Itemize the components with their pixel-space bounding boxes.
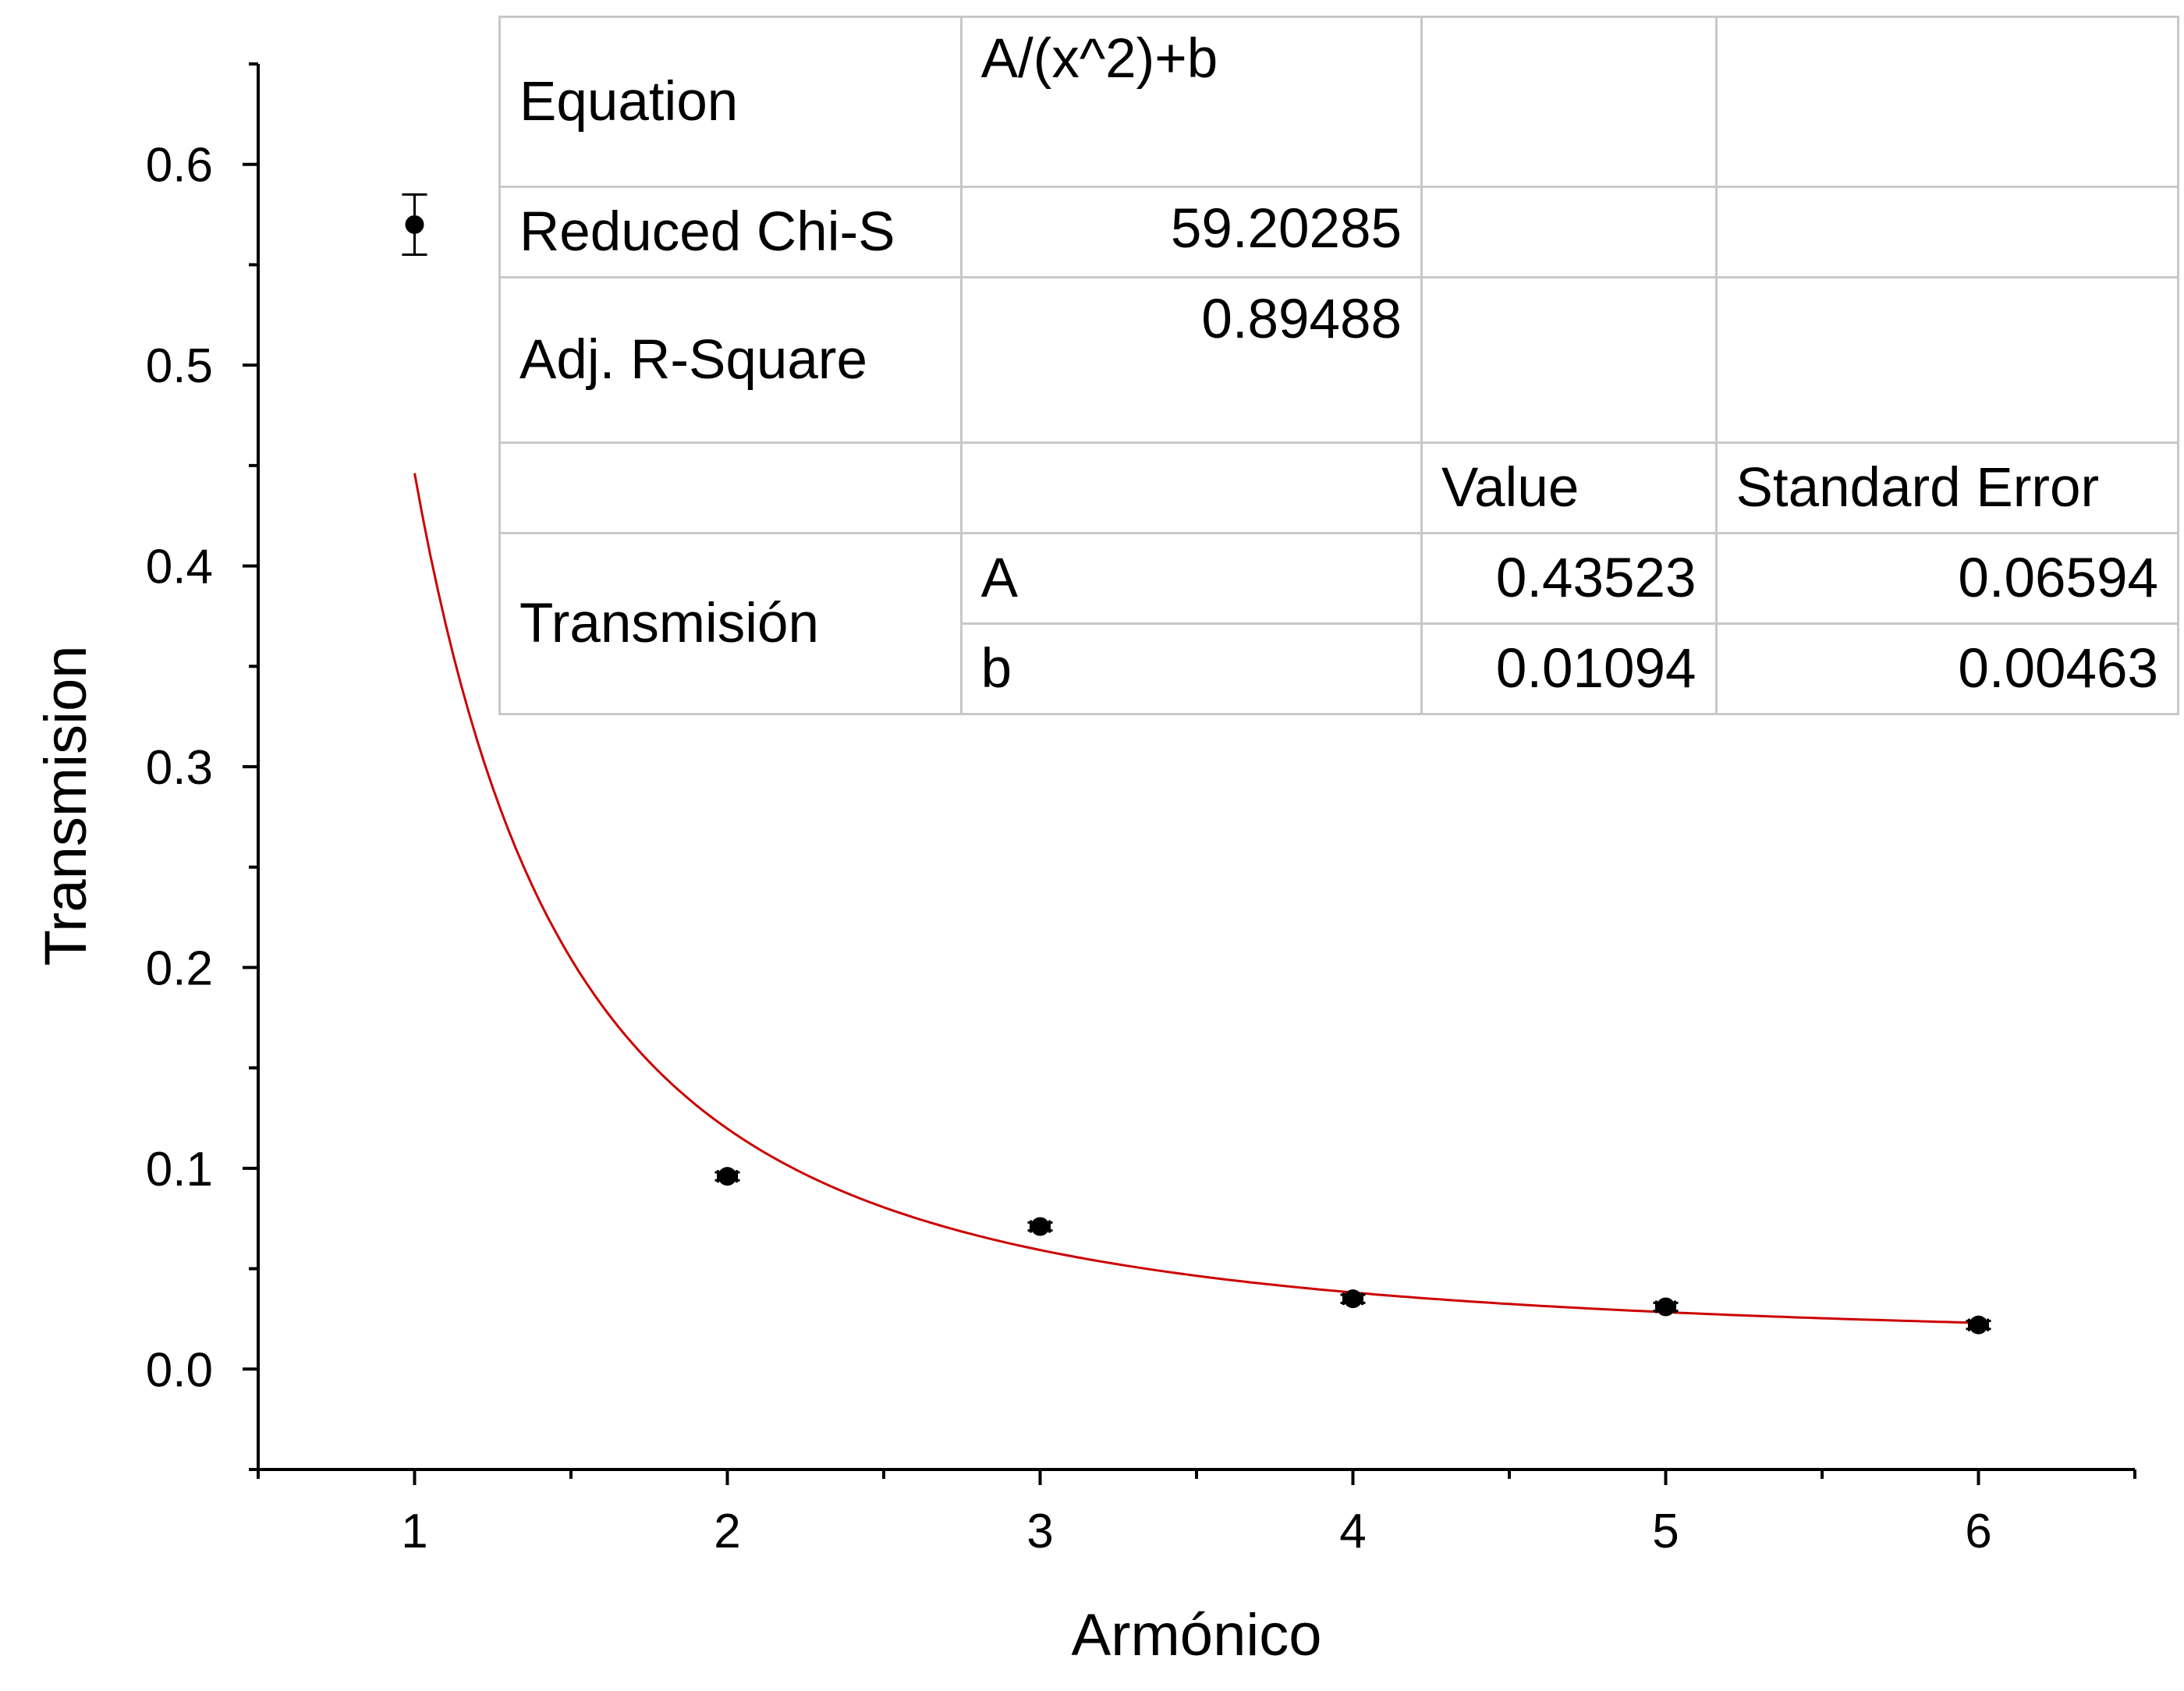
data-point-group	[402, 193, 427, 257]
r2-value: 0.89488	[959, 276, 1423, 444]
y-tick-label: 0.4	[146, 541, 213, 594]
equation-label: Equation	[498, 16, 963, 188]
data-point	[1969, 1315, 1988, 1335]
tick-group: 1 2 3 4 5 6 0.0 0.1 0.2 0.3 0.4 0.5 0.6	[146, 62, 2136, 1558]
data-point-group	[1966, 1315, 1991, 1335]
data-points-group	[402, 193, 1991, 1335]
param-a-name: A	[959, 532, 1423, 625]
x-tick-label: 3	[1026, 1505, 1053, 1558]
param-b-stderr: 0.00463	[1714, 622, 2179, 715]
x-tick-label: 2	[714, 1505, 740, 1558]
value-header: Value	[1420, 441, 1718, 534]
group-label: Transmisión	[498, 532, 963, 715]
y-tick-label: 0.3	[146, 741, 213, 795]
data-point	[1656, 1297, 1675, 1317]
x-tick-label: 4	[1339, 1505, 1366, 1558]
data-point-group	[1340, 1289, 1366, 1309]
y-tick-label: 0.0	[146, 1343, 213, 1397]
equation-value: A/(x^2)+b	[959, 16, 1423, 188]
data-point	[405, 214, 424, 234]
chi-label: Reduced Chi-S	[498, 186, 963, 278]
y-tick-label: 0.6	[146, 139, 213, 193]
fit-results-table: Equation A/(x^2)+b Reduced Chi-S 59.2028…	[498, 16, 2179, 715]
data-point-group	[1653, 1297, 1679, 1317]
fit-curve	[413, 473, 1979, 1324]
data-point	[718, 1167, 737, 1186]
param-b-value: 0.01094	[1420, 622, 1718, 715]
param-a-stderr: 0.06594	[1714, 532, 2179, 625]
chi-value: 59.20285	[959, 186, 1423, 278]
y-axis-label: Transmision	[33, 645, 99, 966]
x-tick-label: 1	[401, 1505, 427, 1558]
r2-label: Adj. R-Square	[498, 276, 963, 444]
param-a-value: 0.43523	[1420, 532, 1718, 625]
x-axis-label: Armónico	[1072, 1602, 1322, 1668]
fit-curve-group	[413, 473, 1979, 1324]
param-b-name: b	[959, 622, 1423, 715]
y-tick-label: 0.1	[146, 1143, 213, 1196]
stderr-header: Standard Error	[1714, 441, 2179, 534]
x-tick-label: 6	[1965, 1505, 1991, 1558]
data-point-group	[714, 1167, 740, 1186]
x-tick-label: 5	[1652, 1505, 1679, 1558]
y-tick-label: 0.5	[146, 339, 213, 393]
data-point	[1030, 1217, 1050, 1236]
data-point	[1343, 1289, 1363, 1309]
data-point-group	[1027, 1217, 1053, 1236]
y-tick-label: 0.2	[146, 941, 213, 995]
